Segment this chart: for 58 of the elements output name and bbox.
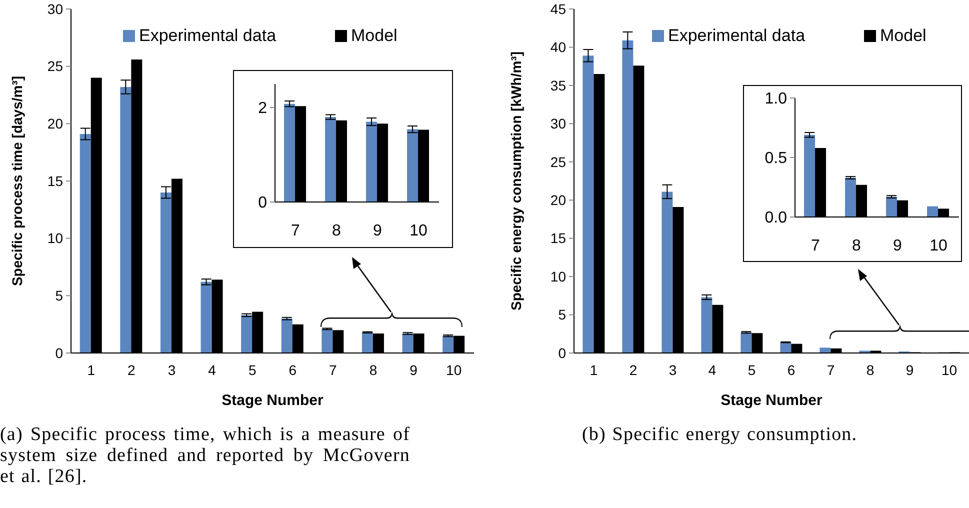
x-tick-label: 6 bbox=[787, 362, 796, 378]
x-tick-label: 1 bbox=[590, 362, 598, 378]
x-tick-label: 7 bbox=[811, 237, 820, 254]
x-tick-label: 10 bbox=[446, 362, 462, 378]
y-tick-label: 15 bbox=[550, 230, 566, 246]
x-tick-label: 2 bbox=[629, 362, 638, 378]
legend-label: Model bbox=[351, 26, 398, 46]
x-tick-label: 8 bbox=[369, 362, 378, 378]
x-tick-label: 8 bbox=[866, 362, 874, 378]
y-tick-label: 5 bbox=[558, 306, 566, 323]
y-tick-label: 20 bbox=[550, 192, 566, 208]
y-tick-label: 45 bbox=[550, 0, 566, 17]
x-tick-label: 1 bbox=[87, 362, 96, 378]
legend-label: Experimental data bbox=[668, 26, 806, 46]
x-axis-title: Stage Number bbox=[720, 392, 822, 409]
x-tick-label: 5 bbox=[748, 362, 756, 378]
x-tick-label: 6 bbox=[288, 362, 297, 378]
text: (a) Specific process time, which is a measure of system size defined and reported by McGovern et al. [26]. bbox=[0, 424, 410, 487]
y-tick-label: 0 bbox=[258, 194, 268, 212]
y-tick-label: 25 bbox=[550, 154, 566, 170]
y-axis-title: Specific process time [days/m³] bbox=[9, 76, 25, 286]
text: (b) Specific energy consumption. bbox=[582, 424, 858, 445]
x-tick-label: 7 bbox=[826, 362, 835, 378]
legend-label: Model bbox=[880, 26, 926, 46]
x-axis-title: Stage Number bbox=[222, 392, 324, 409]
x-tick-label: 9 bbox=[893, 237, 902, 254]
legend-label: Experimental data bbox=[139, 26, 276, 46]
x-tick-label: 9 bbox=[410, 362, 418, 378]
x-tick-label: 2 bbox=[128, 362, 136, 378]
x-tick-label: 10 bbox=[941, 362, 958, 378]
y-tick-label: 40 bbox=[550, 39, 566, 56]
x-tick-label: 4 bbox=[708, 362, 716, 378]
y-tick-label: 10 bbox=[550, 268, 566, 284]
x-tick-label: 4 bbox=[208, 362, 216, 378]
y-axis-title: Specific energy consumption [kWh/m³] bbox=[508, 51, 524, 311]
y-tick-label: 25 bbox=[47, 58, 64, 74]
x-tick-label: 9 bbox=[906, 362, 914, 378]
y-tick-label: 1.0 bbox=[764, 90, 788, 108]
y-tick-label: 30 bbox=[47, 0, 64, 17]
x-tick-label: 9 bbox=[373, 222, 382, 240]
x-tick-label: 8 bbox=[332, 222, 342, 240]
y-tick-label: 20 bbox=[47, 116, 64, 132]
x-tick-label: 3 bbox=[668, 362, 677, 378]
y-tick-label: 15 bbox=[47, 172, 64, 189]
y-tick-label: 35 bbox=[550, 77, 566, 94]
x-tick-label: 7 bbox=[329, 362, 338, 378]
y-tick-label: 0 bbox=[55, 344, 64, 361]
y-tick-label: 0.5 bbox=[764, 150, 788, 168]
x-tick-label: 8 bbox=[852, 237, 862, 254]
y-tick-label: 5 bbox=[55, 288, 64, 304]
x-tick-label: 3 bbox=[168, 362, 176, 378]
x-tick-label: 10 bbox=[930, 237, 948, 254]
y-tick-label: 0 bbox=[558, 344, 566, 361]
y-tick-label: 30 bbox=[550, 116, 566, 132]
x-tick-label: 7 bbox=[291, 222, 300, 240]
x-tick-label: 5 bbox=[248, 362, 256, 378]
x-tick-label: 10 bbox=[410, 222, 428, 240]
y-tick-label: 0.0 bbox=[764, 210, 788, 227]
